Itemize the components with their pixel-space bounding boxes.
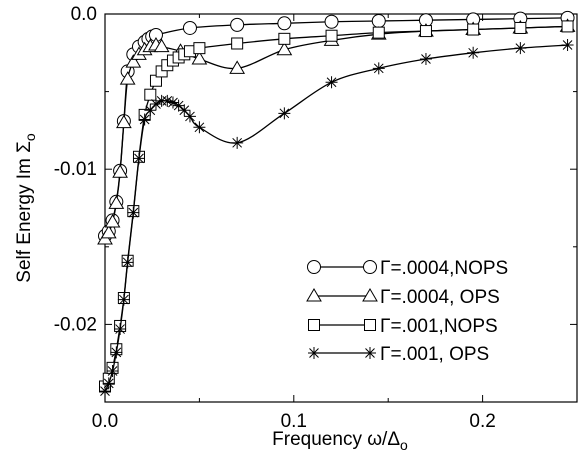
x-axis-label-subscript: o	[400, 437, 408, 453]
legend-marker-1a	[306, 288, 322, 302]
y-axis-label: Self Energy Im Σo	[14, 133, 38, 283]
point-3-19	[231, 136, 244, 149]
x-tick-label-0: 0.0	[92, 411, 118, 432]
point-1-7	[125, 54, 142, 68]
point-1-5	[116, 114, 132, 129]
point-3-11	[149, 98, 162, 111]
point-3-18	[193, 121, 206, 134]
point-2-19	[231, 37, 244, 50]
x-tick-label-1: 0.1	[281, 411, 307, 432]
y-tick-label-2: -0.02	[54, 314, 97, 335]
point-1-14	[191, 51, 208, 65]
point-3-23	[419, 53, 432, 66]
legend-label-2: Γ=.001,NOPS	[380, 316, 498, 337]
legend-marker-3a	[308, 347, 320, 359]
point-3-17	[183, 110, 196, 123]
legend-entry-0: Γ=.0004,NOPS	[307, 258, 508, 279]
point-0-17	[371, 13, 386, 28]
point-3-6	[121, 256, 134, 269]
legend-marker-1b	[362, 288, 378, 302]
point-3-15	[172, 99, 185, 112]
x-axis-label: Frequency ω/Δo	[272, 429, 408, 453]
point-2-23	[419, 25, 432, 38]
series-0	[98, 10, 575, 243]
series-layer	[97, 10, 576, 398]
point-3-24	[467, 46, 480, 59]
legend-marker-0b	[363, 260, 377, 274]
point-1-2	[104, 213, 121, 228]
point-1-15	[229, 60, 246, 74]
point-1-16	[276, 41, 293, 56]
y-tick-label-1: -0.01	[54, 159, 97, 180]
point-3-10	[144, 104, 157, 117]
series-2	[99, 20, 574, 393]
series-3	[99, 39, 574, 398]
point-2-10	[144, 88, 157, 101]
point-3-8	[132, 152, 145, 165]
point-3-16	[178, 104, 191, 117]
legend-entry-1: Γ=.0004, OPS	[306, 287, 500, 308]
y-axis-label-subscript: o	[22, 133, 38, 141]
point-3-22	[372, 62, 385, 75]
point-3-3	[110, 346, 123, 359]
point-3-2	[106, 364, 119, 377]
plot-frame	[104, 13, 578, 403]
point-1-4	[112, 164, 128, 178]
point-3-0	[99, 385, 111, 398]
legend-label-3: Γ=.001, OPS	[380, 344, 489, 365]
point-3-25	[514, 42, 527, 55]
point-0-15	[277, 16, 292, 31]
legend-entry-3: Γ=.001, OPS	[308, 344, 489, 365]
point-1-6	[119, 71, 136, 85]
point-3-5	[117, 293, 130, 306]
axis-ticks	[104, 13, 578, 403]
point-3-21	[325, 76, 338, 89]
point-0-14	[230, 17, 245, 32]
point-2-26	[561, 20, 574, 33]
legend-marker-2a	[308, 319, 320, 331]
point-2-18	[193, 42, 206, 55]
point-3-1	[102, 377, 115, 390]
point-3-9	[138, 113, 151, 126]
y-tick-label-0: 0.0	[71, 4, 97, 25]
point-3-13	[161, 94, 174, 107]
point-3-20	[278, 107, 291, 120]
point-3-4	[114, 323, 127, 336]
legend-label-0: Γ=.0004,NOPS	[380, 258, 508, 279]
point-3-14	[166, 96, 179, 109]
x-axis-label-main: Frequency ω/Δ	[272, 429, 400, 450]
point-0-16	[324, 14, 339, 29]
legend-entry-2: Γ=.001,NOPS	[308, 316, 498, 337]
point-2-20	[278, 32, 291, 45]
point-2-21	[325, 29, 338, 42]
point-1-1	[100, 224, 117, 239]
point-1-12	[153, 38, 170, 53]
x-tick-label-2: 0.2	[469, 411, 495, 432]
point-0-13	[182, 20, 197, 35]
series-line-3	[104, 44, 568, 392]
legend-marker-3b	[364, 347, 376, 359]
axis-tick-labels: 0.0 0.1 0.2 0.0 -0.01 -0.02	[54, 4, 496, 432]
y-axis-label-main: Self Energy Im Σ	[14, 141, 35, 283]
point-2-24	[467, 23, 480, 36]
legend-label-1: Γ=.0004, OPS	[380, 287, 500, 308]
point-3-26	[561, 39, 574, 52]
point-3-7	[127, 206, 140, 219]
legend-marker-2b	[364, 319, 376, 331]
series-1	[97, 18, 576, 245]
legend: Γ=.0004,NOPS Γ=.0004, OPS Γ=.001,NOPS Γ=…	[306, 258, 508, 365]
legend-marker-0a	[307, 260, 321, 274]
point-1-3	[108, 195, 125, 209]
point-2-22	[372, 26, 385, 39]
point-2-25	[514, 21, 527, 34]
